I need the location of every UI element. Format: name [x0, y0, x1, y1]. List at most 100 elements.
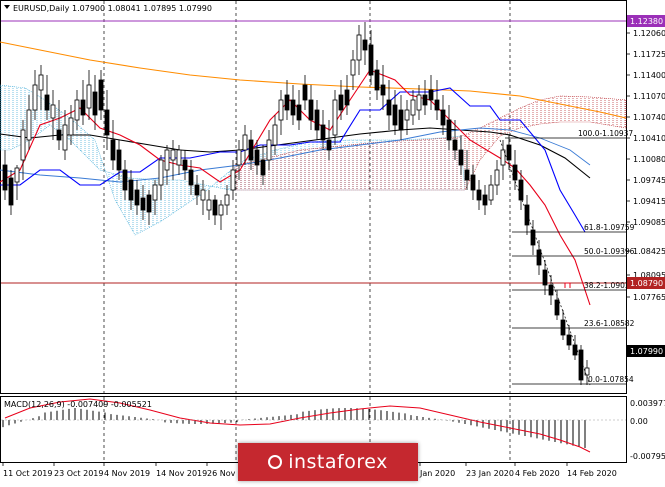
candle-body [14, 167, 20, 183]
fib-level-label: 38.2-1.09032 [584, 281, 635, 290]
candle-body [422, 94, 428, 106]
price-tick-label: 1.08425 [633, 247, 665, 256]
candle-body [578, 349, 584, 381]
orange-ma-line [0, 41, 627, 119]
candle-body [302, 84, 308, 101]
candle-body [356, 34, 362, 61]
price-tick-label: 1.09085 [633, 218, 665, 227]
candle-body [554, 299, 560, 316]
chart-symbol: EURUSD,Daily [13, 4, 70, 13]
candle-body [488, 184, 494, 201]
watermark-banner: instaforex [238, 443, 418, 481]
candle-body [98, 79, 104, 111]
trend-line [499, 139, 591, 386]
candle-body [542, 269, 548, 286]
price-tick-label: 1.11070 [633, 92, 665, 101]
candle-body [530, 229, 536, 246]
period-separators [103, 1, 511, 462]
candle-body [266, 139, 272, 161]
watermark-text: instaforex [288, 451, 388, 473]
candle-body [584, 367, 590, 376]
candle-body [458, 149, 464, 166]
candle-body [182, 159, 188, 171]
candle-body [494, 169, 500, 186]
time-tick-label: Jan 2020 [419, 469, 455, 478]
candle-body [140, 197, 146, 211]
candle-body [68, 117, 74, 136]
candle-body [308, 99, 314, 121]
candle-body [110, 139, 116, 161]
candle-body [104, 109, 110, 136]
candle-body [116, 149, 122, 171]
candle-body [128, 179, 134, 201]
time-tick-label: 4 Nov 2019 [104, 469, 150, 478]
candle-body [86, 84, 92, 109]
price-tick-label: 1.09745 [633, 176, 665, 185]
candle-body [164, 149, 170, 171]
candle-body [8, 177, 14, 206]
price-tick-label: 1.12060 [633, 29, 665, 38]
candle-body [290, 99, 296, 116]
candle-body [500, 149, 506, 166]
candle-body [188, 169, 194, 186]
time-tick-label: 23 Oct 2019 [54, 469, 103, 478]
candle-body [134, 189, 140, 206]
price-marker-label: 1.07990 [630, 347, 663, 356]
candle-body [332, 99, 338, 136]
candle-body [338, 94, 344, 111]
candle-body [470, 174, 476, 191]
candle-body [158, 159, 164, 186]
fib-level-label: 100.0-1.10937 [578, 129, 633, 138]
candle-body [374, 69, 380, 91]
main-panel-frame [0, 0, 627, 394]
candle-body [92, 91, 98, 116]
candle-body [350, 59, 356, 76]
candle-body [392, 104, 398, 126]
candle-body [284, 94, 290, 111]
price-tick-label: 1.10740 [633, 113, 665, 122]
macd-tick-label: 0.003977 [630, 399, 665, 408]
fib-level-label: 0.0-1.07854 [588, 375, 634, 384]
candle-body [248, 139, 254, 161]
candle-body [560, 319, 566, 336]
watermark-logo-icon [268, 455, 283, 469]
candle-body [518, 179, 524, 201]
price-tick-label: 1.08095 [633, 271, 665, 280]
candle-body [320, 124, 326, 141]
collapse-triangle-icon[interactable] [4, 5, 10, 9]
candle-body [194, 184, 200, 196]
candle-body [44, 94, 50, 111]
price-tick-label: 1.11725 [633, 50, 665, 59]
time-tick-label: 23 Jan 2020 [466, 469, 514, 478]
candle-body [26, 109, 32, 141]
candle-body [566, 334, 572, 346]
price-tick-label: 1.10080 [633, 155, 665, 164]
candle-body [230, 169, 236, 191]
candle-body [380, 84, 386, 96]
candle-body [344, 89, 350, 106]
price-tick-label: 1.11400 [633, 71, 665, 80]
candle-body [62, 124, 68, 151]
candle-body [278, 99, 284, 121]
candle-body [482, 194, 488, 206]
candle-body [260, 159, 266, 176]
price-marker-label: 1.08790 [630, 279, 663, 288]
candle-body [440, 109, 446, 126]
candle-body [410, 99, 416, 116]
time-tick-label: 14 Nov 2019 [156, 469, 207, 478]
price-tick-label: 1.09415 [633, 197, 665, 206]
candle-body [218, 204, 224, 216]
candle-body [398, 109, 404, 131]
candle-body [296, 104, 302, 121]
time-tick-label: 26 Nov 20 [207, 469, 248, 478]
candle-body [170, 149, 176, 161]
price-tick-label: 1.10410 [633, 134, 665, 143]
candle-body [74, 99, 80, 121]
candle-body [242, 134, 248, 151]
price-marker-box [627, 345, 665, 357]
candle-body [404, 109, 410, 121]
candle-body [314, 109, 320, 131]
